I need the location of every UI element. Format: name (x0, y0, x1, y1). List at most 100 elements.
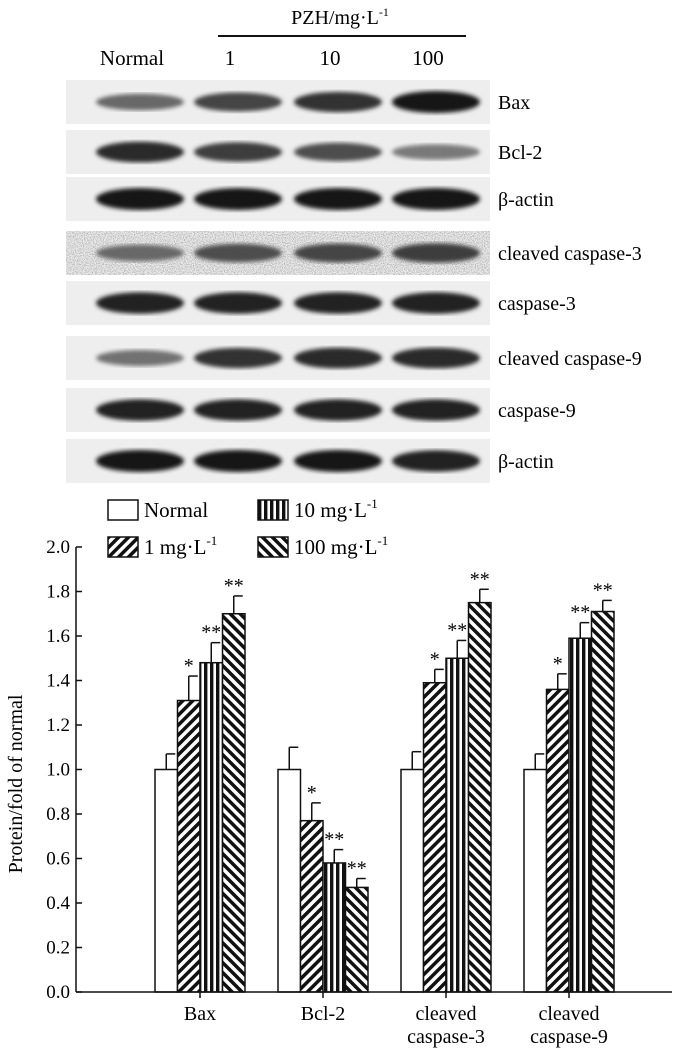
blot-band (392, 144, 480, 160)
blot-row-label: β-actin (498, 189, 554, 211)
blot-band (294, 91, 382, 113)
pzh-header-label: PZH/mg·L-1 (291, 5, 389, 29)
bar (422, 681, 447, 993)
blot-band (194, 243, 282, 263)
blot-band (294, 243, 382, 263)
blot-band (392, 399, 480, 421)
blot-strips: Bax Bcl-2 β-actin cleaved caspase-3 caspase-… (66, 80, 642, 483)
legend-label: 10 mg·L-1 (294, 496, 378, 522)
significance-marker: * (430, 648, 440, 670)
blot-header: PZH/mg·L-1 (218, 5, 466, 37)
y-tick-label: 1.2 (46, 715, 70, 736)
blot-band (392, 347, 480, 369)
y-axis-title: Protein/fold of normal (5, 694, 27, 873)
bar (299, 819, 324, 993)
blot-row: caspase-9 (66, 388, 576, 432)
significance-marker: ** (570, 602, 590, 624)
lane-label: 10 (320, 46, 341, 70)
bar (545, 688, 570, 993)
blot-band (294, 142, 382, 162)
blot-row-label: Bcl-2 (498, 142, 542, 164)
bar (400, 768, 425, 993)
bar (568, 637, 593, 993)
blot-row: Bcl-2 (66, 130, 542, 174)
x-tick-label: caspase-3 (407, 1026, 485, 1048)
significance-marker: ** (347, 858, 367, 880)
blot-band (392, 243, 480, 263)
significance-marker: ** (470, 568, 490, 590)
significance-marker: ** (201, 622, 221, 644)
blot-band (194, 142, 282, 162)
bar (277, 768, 302, 993)
blot-band (194, 92, 282, 112)
blot-row: cleaved caspase-9 (66, 336, 642, 380)
lane-label: Normal (100, 46, 164, 70)
blot-band (392, 188, 480, 210)
lane-label: 100 (412, 46, 444, 70)
legend-item: 1 mg·L-1 (107, 533, 217, 559)
blot-band (294, 188, 382, 210)
x-tick-label: caspase-9 (530, 1026, 608, 1048)
legend-swatch (257, 499, 289, 521)
western-blot-panel: PZH/mg·L-1 Normal 1 10 100 Bax Bcl-2 β-actin c… (66, 5, 642, 483)
y-tick-label: 1.0 (46, 760, 70, 781)
y-tick-label: 0.6 (46, 849, 70, 870)
blot-band (96, 350, 184, 366)
blot-band (194, 450, 282, 472)
blot-row-label: cleaved caspase-9 (498, 348, 642, 370)
bar-group: ***** (154, 575, 246, 993)
blot-row-label: Bax (498, 92, 530, 114)
legend-item: 10 mg·L-1 (257, 496, 378, 522)
blot-row: β-actin (66, 177, 554, 221)
blot-band (194, 292, 282, 314)
y-tick-label: 1.6 (46, 626, 70, 647)
legend-label: 100 mg·L-1 (294, 533, 388, 559)
legend-label: 1 mg·L-1 (144, 533, 217, 559)
y-tick-label: 1.8 (46, 582, 70, 603)
bar (344, 886, 369, 993)
blot-band (194, 399, 282, 421)
x-tick-label: cleaved (538, 1003, 599, 1025)
blot-row: caspase-3 (66, 281, 576, 325)
blot-band (194, 347, 282, 369)
legend-swatch (107, 536, 139, 558)
bar (590, 610, 615, 993)
bar-groups: ******************** (154, 568, 615, 993)
significance-marker: ** (593, 579, 613, 601)
blot-band (96, 450, 184, 472)
blot-band (294, 347, 382, 369)
bar-group: ***** (277, 746, 369, 993)
legend-item: Normal (107, 498, 208, 522)
y-tick-label: 1.4 (46, 671, 70, 692)
bar-group: ***** (400, 568, 492, 993)
y-axis: 0.0 0.2 0.4 0.6 0.8 1.0 1.2 1.4 1.6 1.8 2.0 (46, 537, 82, 1003)
blot-band (392, 91, 480, 113)
legend-item: 100 mg·L-1 (257, 533, 388, 559)
blot-band (294, 450, 382, 472)
blot-row: cleaved caspase-3 (66, 231, 642, 275)
legend: Normal 1 mg·L-1 10 mg·L-1 100 mg·L-1 (107, 496, 388, 559)
blot-row: Bax (66, 80, 530, 124)
blot-row-label: cleaved caspase-3 (498, 243, 642, 265)
legend-swatch (107, 499, 139, 521)
legend-swatch (257, 536, 289, 558)
lane-label: 1 (225, 46, 236, 70)
bar (322, 862, 347, 993)
x-tick-label: Bcl-2 (301, 1003, 345, 1025)
significance-marker: ** (224, 575, 244, 597)
bar (523, 768, 548, 993)
blot-row-label: caspase-3 (498, 293, 576, 315)
blot-row: β-actin (66, 439, 554, 483)
blot-band (194, 188, 282, 210)
y-tick-label: 0.2 (46, 938, 70, 959)
bar (221, 613, 246, 993)
significance-marker: * (553, 653, 563, 675)
blot-band (96, 244, 184, 262)
significance-marker: ** (447, 619, 467, 641)
blot-band (392, 292, 480, 314)
blot-band (96, 292, 184, 314)
blot-band (96, 188, 184, 210)
